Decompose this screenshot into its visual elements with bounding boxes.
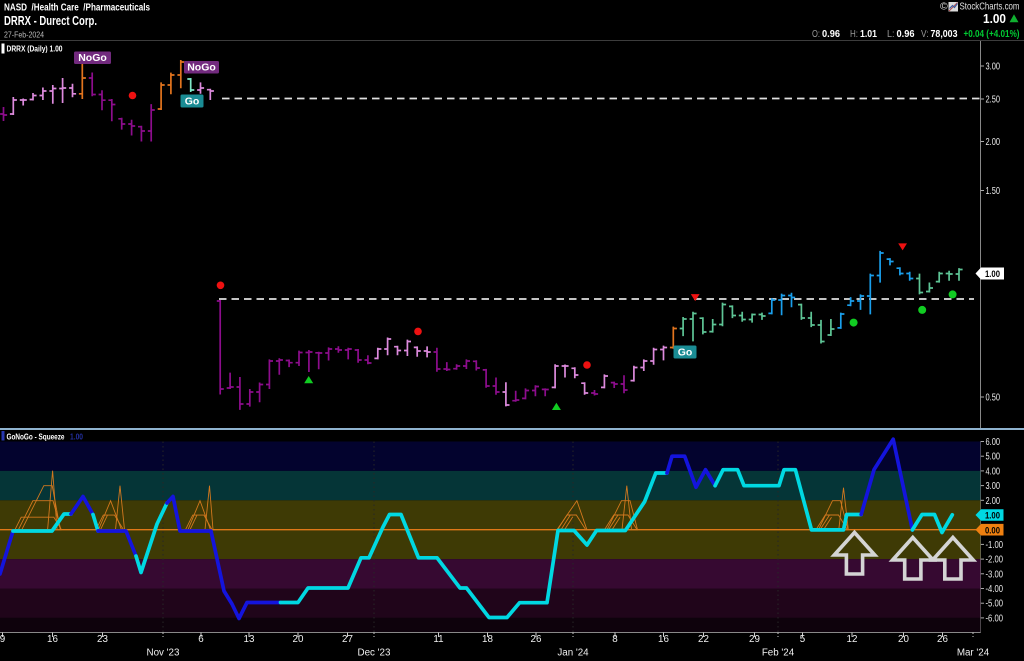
svg-text:H:: H: xyxy=(850,29,858,40)
svg-text:1.00: 1.00 xyxy=(70,431,83,441)
svg-text:©: © xyxy=(940,1,948,13)
svg-text:Go: Go xyxy=(678,347,693,359)
svg-text:26: 26 xyxy=(531,634,542,645)
svg-text:Nov '23: Nov '23 xyxy=(147,648,180,659)
svg-text:DRRX (Daily) 1.00: DRRX (Daily) 1.00 xyxy=(7,44,63,54)
svg-text:0.96: 0.96 xyxy=(897,29,915,40)
svg-text:GoNoGo - Squeeze: GoNoGo - Squeeze xyxy=(7,431,65,441)
svg-text:Jan '24: Jan '24 xyxy=(557,648,589,659)
svg-text:1.00: 1.00 xyxy=(985,511,1000,522)
svg-text:8: 8 xyxy=(612,634,618,645)
svg-text:13: 13 xyxy=(244,634,255,645)
svg-text:16: 16 xyxy=(658,634,669,645)
svg-text:NoGo: NoGo xyxy=(187,62,216,74)
svg-text:2.00: 2.00 xyxy=(986,137,1001,148)
svg-text:0.00: 0.00 xyxy=(985,525,1000,536)
svg-text:5: 5 xyxy=(800,634,806,645)
svg-text:18: 18 xyxy=(482,634,493,645)
svg-text:DRRX - Durect Corp.: DRRX - Durect Corp. xyxy=(4,14,97,28)
svg-text:23: 23 xyxy=(97,634,108,645)
svg-text:27: 27 xyxy=(342,634,353,645)
svg-text:-1.00: -1.00 xyxy=(986,540,1004,551)
svg-text:Go: Go xyxy=(185,96,200,108)
svg-text:5.00: 5.00 xyxy=(986,452,1001,463)
svg-text:L:: L: xyxy=(887,29,895,40)
svg-text:0.50: 0.50 xyxy=(986,393,1001,404)
svg-text:11: 11 xyxy=(433,634,443,645)
svg-text:-4.00: -4.00 xyxy=(986,584,1004,595)
svg-text:-6.00: -6.00 xyxy=(986,613,1004,624)
svg-text:0.96: 0.96 xyxy=(822,29,840,40)
svg-text:78,003: 78,003 xyxy=(931,29,958,40)
svg-text:26: 26 xyxy=(937,634,948,645)
svg-text:O:: O: xyxy=(812,29,820,40)
svg-text:20: 20 xyxy=(898,634,909,645)
svg-text:3.00: 3.00 xyxy=(986,481,1001,492)
svg-text:2.00: 2.00 xyxy=(986,496,1001,507)
svg-text:NASD /Health Care /Pharmaceu: NASD /Health Care /Pharmaceuticals xyxy=(4,3,150,14)
svg-text:+0.04 (+4.01%): +0.04 (+4.01%) xyxy=(964,29,1020,40)
svg-text:9: 9 xyxy=(0,634,5,645)
svg-text:-5.00: -5.00 xyxy=(986,599,1004,610)
svg-text:2.50: 2.50 xyxy=(986,95,1001,106)
svg-text:1.00: 1.00 xyxy=(983,11,1006,26)
svg-text:3.00: 3.00 xyxy=(986,62,1001,73)
svg-text:27-Feb-2024: 27-Feb-2024 xyxy=(4,30,44,40)
svg-text:Feb '24: Feb '24 xyxy=(762,648,795,659)
svg-text:16: 16 xyxy=(47,634,58,645)
svg-text:Mar '24: Mar '24 xyxy=(957,648,990,659)
svg-text:20: 20 xyxy=(293,634,304,645)
svg-text:V:: V: xyxy=(921,29,929,40)
svg-text:1.01: 1.01 xyxy=(860,29,877,40)
svg-text:1.50: 1.50 xyxy=(986,186,1001,197)
svg-text:-2.00: -2.00 xyxy=(986,555,1004,566)
svg-text:22: 22 xyxy=(698,634,709,645)
svg-text:6: 6 xyxy=(198,634,204,645)
svg-text:12: 12 xyxy=(847,634,858,645)
svg-text:Dec '23: Dec '23 xyxy=(358,648,391,659)
svg-text:NoGo: NoGo xyxy=(78,52,107,64)
svg-text:4.00: 4.00 xyxy=(986,466,1001,477)
svg-text:-3.00: -3.00 xyxy=(986,569,1004,580)
svg-text:StockCharts.com: StockCharts.com xyxy=(960,1,1020,13)
svg-text:29: 29 xyxy=(749,634,760,645)
svg-text:1.00: 1.00 xyxy=(985,269,1000,280)
svg-text:6.00: 6.00 xyxy=(986,437,1001,448)
